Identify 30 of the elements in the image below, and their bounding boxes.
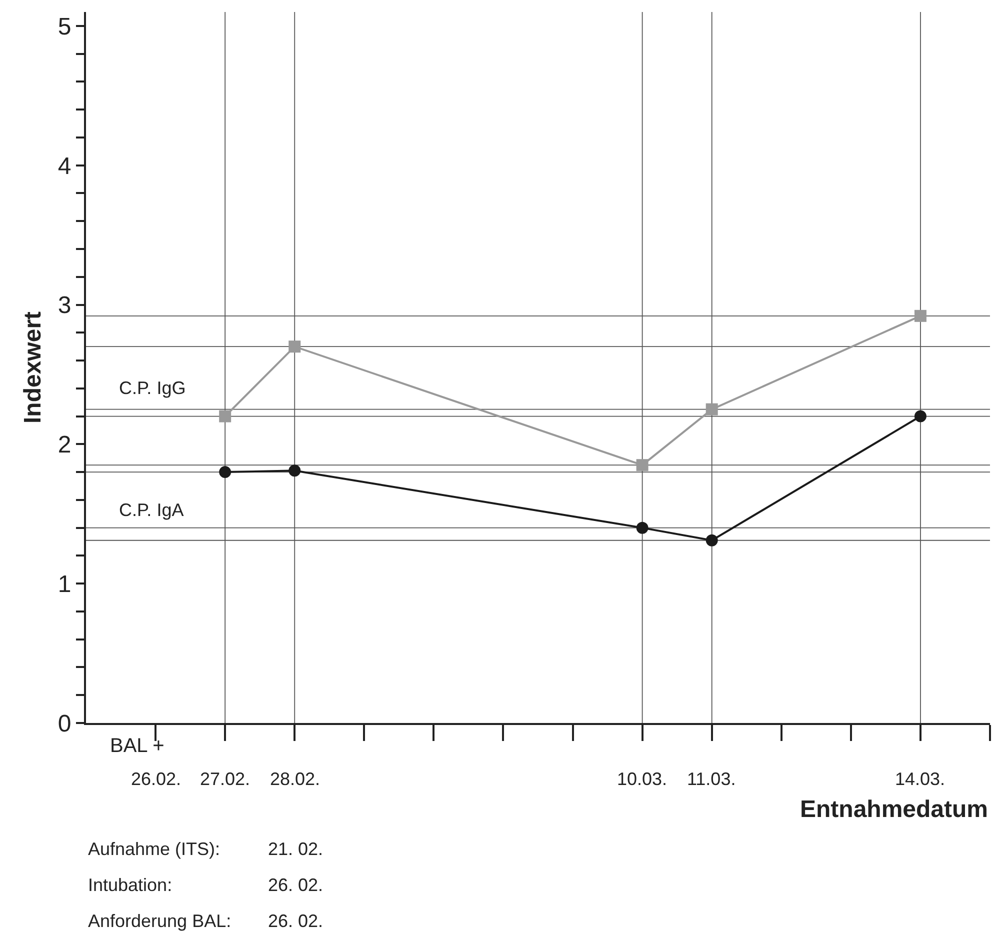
- text: Anforderung BAL: 26. 02.: [88, 911, 324, 931]
- y-tick-label: 3: [58, 292, 72, 320]
- text: C.P. IgA: [119, 500, 184, 520]
- point: [914, 410, 926, 422]
- text: BAL +: [110, 735, 164, 757]
- y-tick-label: 4: [58, 152, 72, 180]
- y-tick-label: 5: [58, 13, 72, 40]
- x-tick-label: 10.03.: [617, 769, 668, 789]
- text: Aufnahme (ITS): 21. 02.: [88, 839, 324, 859]
- series-label: C.P. IgG: [119, 378, 186, 398]
- point: [288, 464, 301, 477]
- point: [914, 310, 926, 322]
- point: [288, 340, 301, 353]
- point: [636, 459, 648, 472]
- point: [636, 522, 648, 534]
- y-tick-label: 0: [58, 710, 72, 738]
- point: [219, 410, 232, 422]
- point: [706, 534, 718, 546]
- x-tick-label: 27.02.: [200, 769, 250, 789]
- y-tick-label: 1: [58, 570, 72, 598]
- x-tick-label: 26.02.: [131, 769, 182, 789]
- y-axis-title: Indexwert: [19, 311, 46, 424]
- text: Intubation: 26. 02.: [88, 875, 324, 895]
- x-tick-label: 28.02.: [270, 769, 320, 789]
- point: [219, 466, 232, 478]
- x-tick-label: 11.03.: [687, 769, 736, 789]
- x-axis-title: Entnahmedatum: [800, 796, 988, 823]
- x-tick-label: 14.03.: [895, 769, 946, 789]
- y-tick-label: 2: [58, 432, 72, 459]
- point: [706, 403, 718, 416]
